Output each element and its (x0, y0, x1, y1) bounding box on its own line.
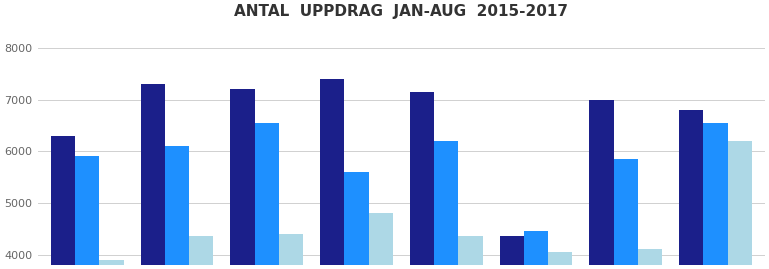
Bar (189, 236, 213, 269)
Title: ANTAL  UPPDRAG  JAN-AUG  2015-2017: ANTAL UPPDRAG JAN-AUG 2015-2017 (235, 4, 568, 19)
Bar (231, 89, 255, 269)
Bar (500, 236, 524, 269)
Bar (255, 123, 279, 269)
Bar (75, 156, 99, 269)
Bar (410, 92, 434, 269)
Bar (279, 234, 303, 269)
Bar (614, 159, 638, 269)
Bar (141, 84, 165, 269)
Bar (458, 236, 483, 269)
Bar (51, 136, 75, 269)
Bar (99, 260, 124, 269)
Bar (165, 146, 189, 269)
Bar (320, 79, 345, 269)
Bar (704, 123, 727, 269)
Bar (368, 213, 393, 269)
Bar (727, 141, 752, 269)
Bar (589, 100, 614, 269)
Bar (345, 172, 368, 269)
Bar (638, 249, 662, 269)
Bar (434, 141, 458, 269)
Bar (548, 252, 572, 269)
Bar (679, 110, 704, 269)
Bar (524, 231, 548, 269)
